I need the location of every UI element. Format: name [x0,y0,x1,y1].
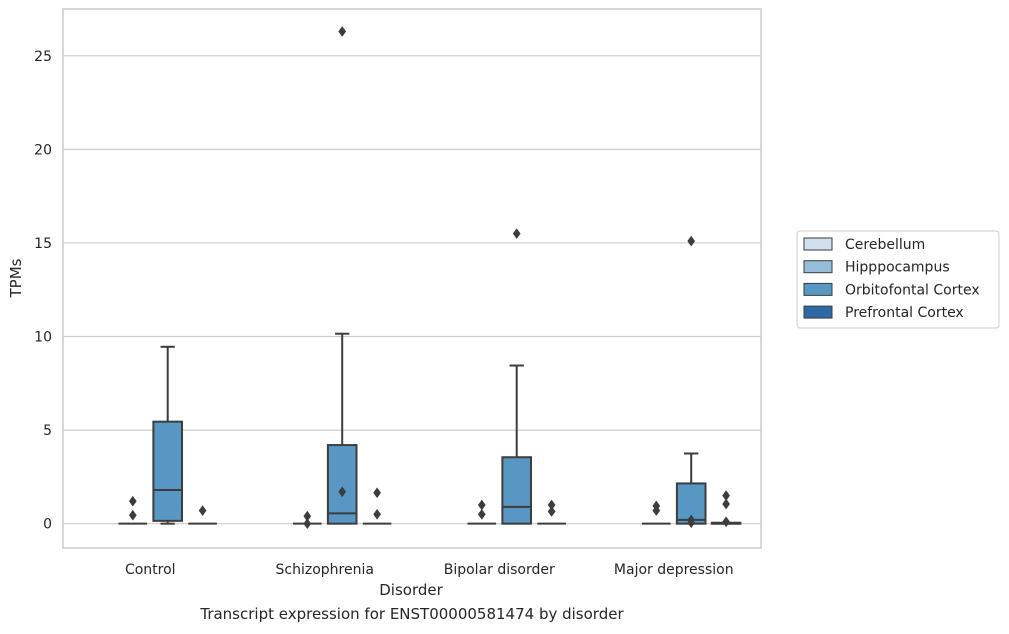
y-tick-label: 20 [34,142,52,158]
box-group [188,505,217,525]
legend-swatch [803,305,833,319]
legend-label: Hipppocampus [845,260,950,276]
outlier-point [687,235,696,247]
legend-label: Orbitofontal Cortex [845,282,980,298]
box-iqr [501,456,533,525]
y-tick-label: 10 [34,330,52,346]
axes-layer: 0 5 10 15 20 25 Control Schizophrenia Bipolar di… [34,8,762,578]
box-group [118,495,148,525]
y-tick-label: 15 [34,236,52,252]
legend: Cerebellum Hipppocampus Orbitofontal Corte… [796,230,1000,329]
box-group [362,487,392,525]
figure-caption: Transcript expression for ENST0000058147… [200,605,624,623]
outlier-point [687,517,696,529]
box-iqr [152,420,184,522]
box-group [292,510,322,530]
outlier-point [303,518,312,530]
outlier-point [338,486,347,498]
plot-frame [62,8,762,549]
box-group [326,26,358,525]
box-group [467,499,497,525]
legend-swatch [803,282,833,296]
marks-layer [118,26,742,530]
box-group [641,500,671,525]
y-tick-label: 0 [43,517,52,533]
outlier-point [128,509,137,521]
y-tick-label: 5 [43,423,52,439]
outlier-point [373,487,382,499]
outlier-point [547,506,556,517]
box-group [675,235,707,529]
outlier-point [338,26,347,37]
outlier-point [373,508,382,520]
legend-box [796,230,1000,329]
box-group [710,490,742,528]
outlier-point [722,516,731,528]
x-tick-label: Major depression [614,562,734,578]
outlier-point [128,495,137,507]
box-group [152,345,184,525]
x-axis-label: Disorder [379,581,443,599]
outlier-point [198,505,207,516]
outlier-point [477,508,486,520]
x-tick-label: Bipolar disorder [444,562,555,578]
legend-swatch [803,260,833,274]
outlier-point [722,498,731,510]
outlier-point [477,499,486,511]
y-axis-label: TPMs [7,258,25,298]
legend-label: Cerebellum [845,237,925,253]
outlier-point [652,505,661,516]
legend-swatch [803,237,833,251]
box-iqr [326,444,358,525]
legend-label: Prefrontal Cortex [845,305,964,321]
box-group [501,228,533,525]
outlier-point [512,228,521,240]
box-group [537,499,566,525]
x-tick-label: Control [125,562,176,578]
y-tick-label: 25 [34,49,52,65]
x-tick-label: Schizophrenia [276,562,374,578]
